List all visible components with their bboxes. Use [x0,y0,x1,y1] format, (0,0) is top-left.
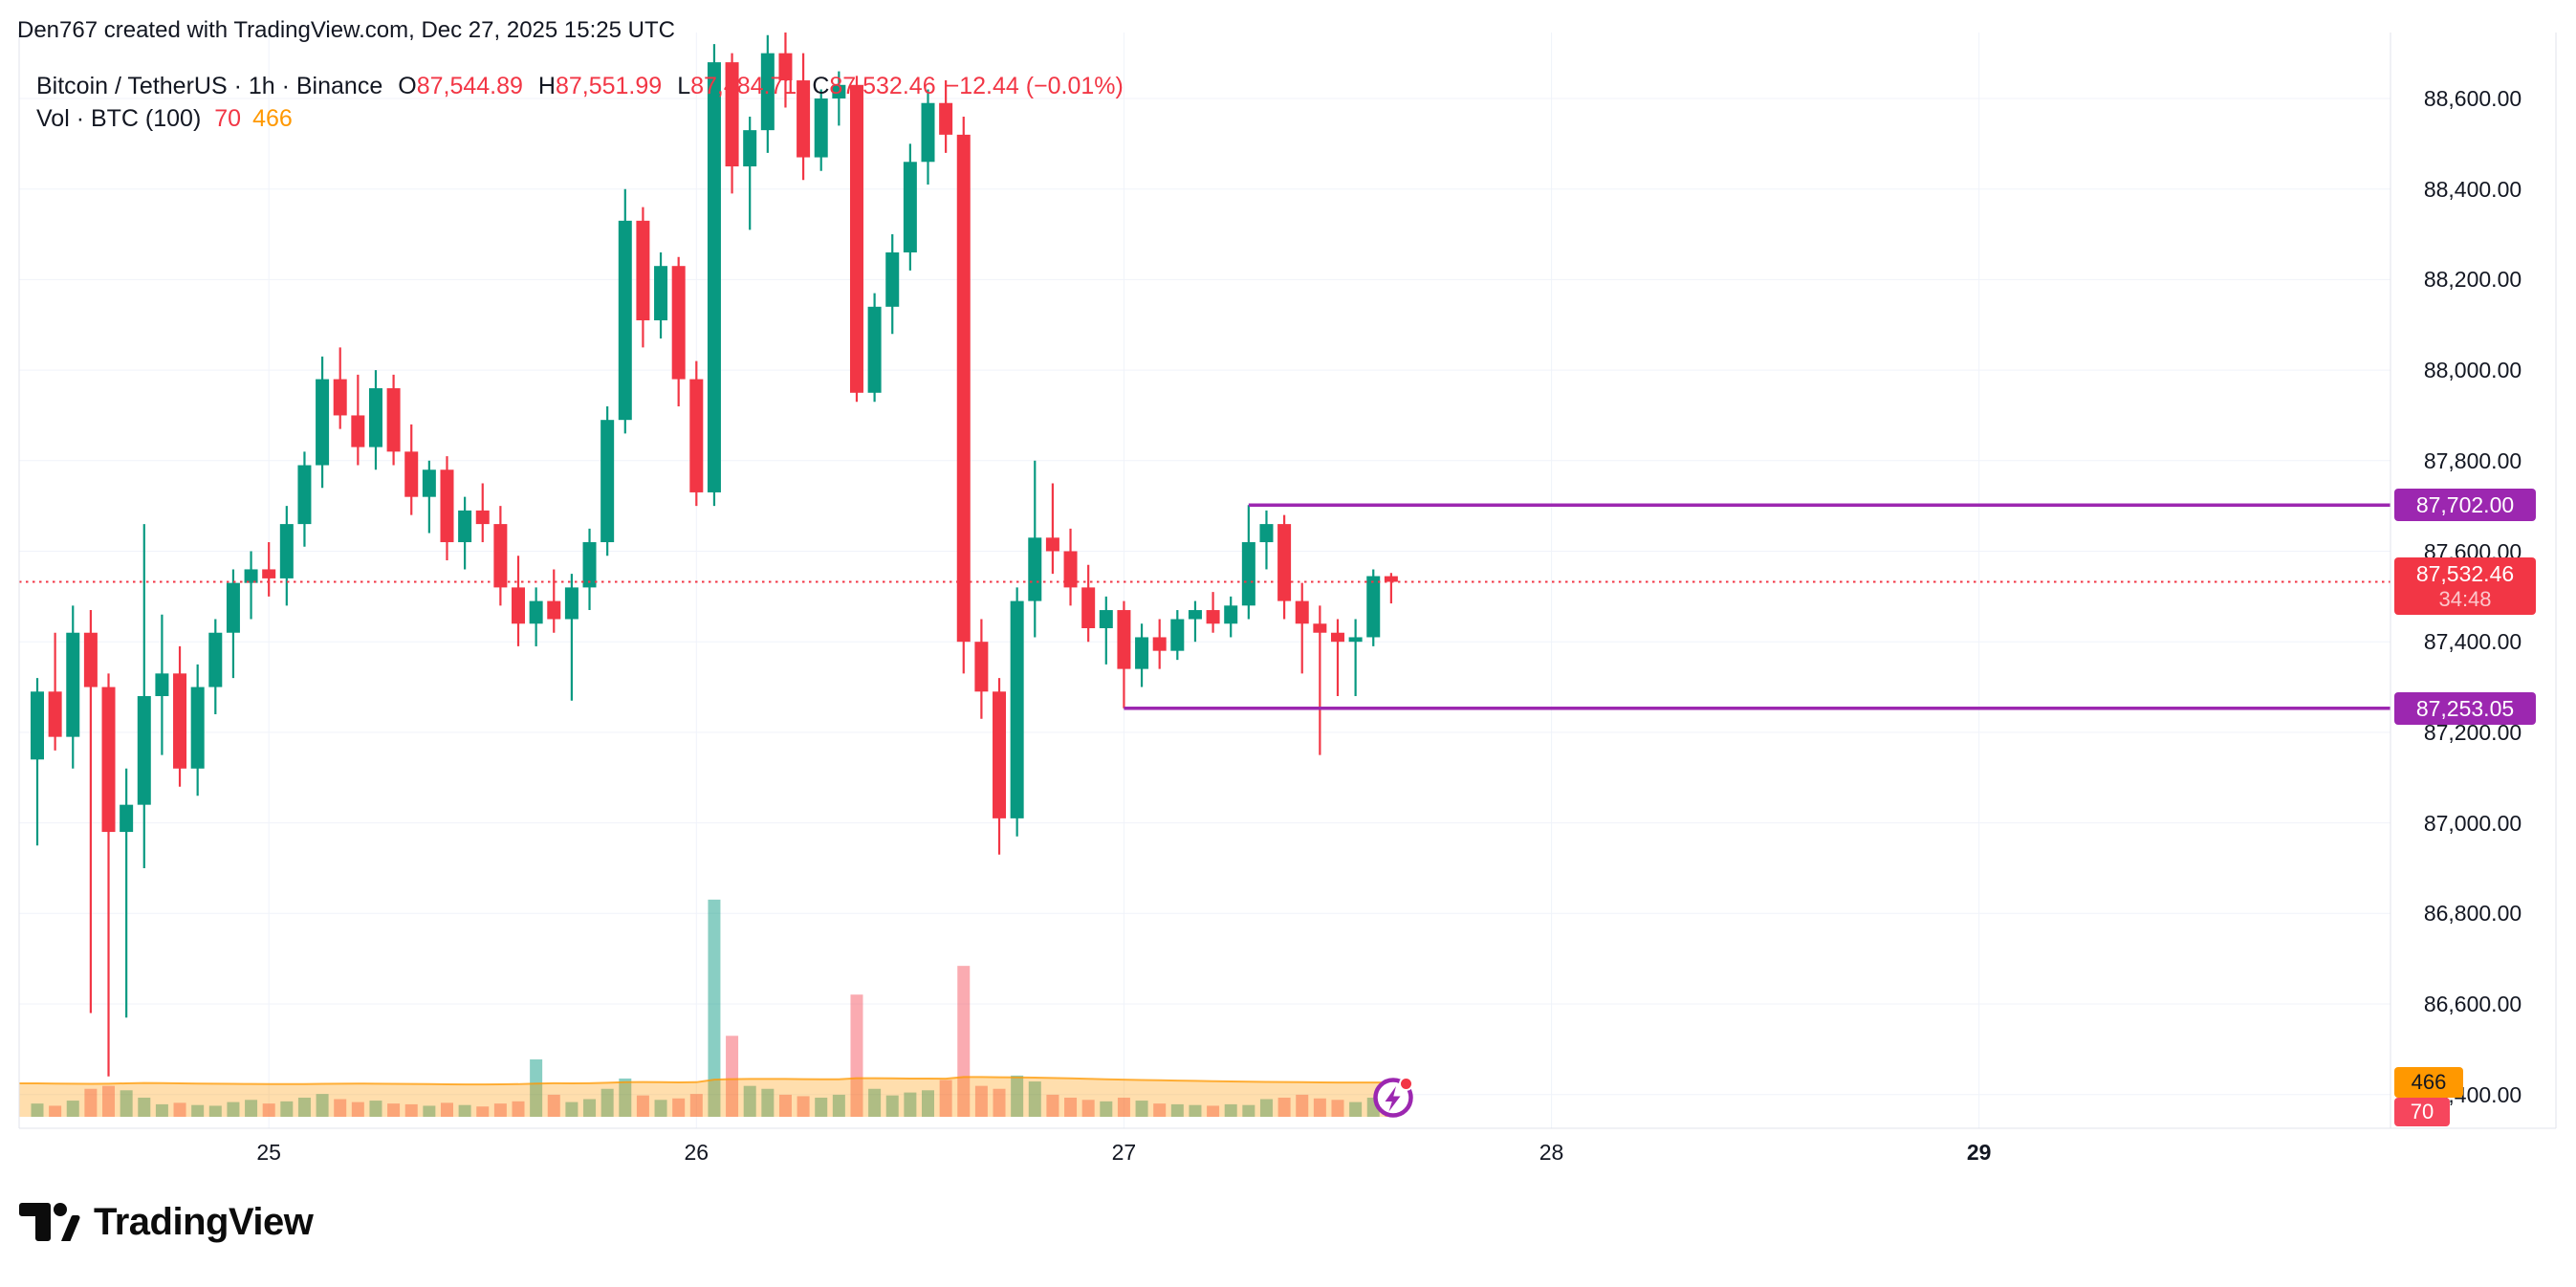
volume-indicator-title: Vol · BTC (100) [36,105,202,132]
price-axis-label: 87,400.00 [2423,629,2522,655]
time-axis-label: 25 [256,1140,281,1165]
time-axis[interactable] [19,1129,2557,1185]
support-price-badge: 87,253.05 [2394,692,2536,725]
tradingview-logo-icon [19,1202,80,1241]
symbol-legend[interactable]: Bitcoin / TetherUS · 1h · Binance O87,54… [36,73,1124,100]
volume-current-badge: 70 [2394,1098,2450,1126]
tradingview-logo-text: TradingView [94,1201,314,1243]
volume-legend[interactable]: Vol · BTC (100) 70 466 [36,105,293,133]
ohlc-open: O87,544.89 [398,73,523,99]
boost-button[interactable] [1370,1074,1416,1120]
time-axis-label: 28 [1539,1140,1564,1165]
ohlc-high: H87,551.99 [537,73,663,99]
last-price-value: 87,532.46 [2415,561,2515,586]
resistance-price-badge: 87,702.00 [2394,489,2536,521]
volume-ma-value: 466 [252,105,293,132]
symbol-title: Bitcoin / TetherUS · 1h · Binance [36,73,383,99]
time-axis-label: 26 [684,1140,709,1165]
price-axis-label: 88,400.00 [2423,176,2522,202]
price-axis-label: 88,200.00 [2423,267,2522,293]
price-axis-label: 86,800.00 [2423,901,2522,927]
chart-attribution-title: Den767 created with TradingView.com, Dec… [17,17,675,43]
price-axis-label: 87,800.00 [2423,447,2522,473]
last-price-badge: 87,532.46 34:48 [2394,557,2536,615]
price-axis-label: 87,000.00 [2423,810,2522,836]
lightning-boost-icon [1373,1077,1413,1118]
ohlc-low: L87,484.71 [677,73,797,99]
price-axis-label: 88,000.00 [2423,358,2522,383]
price-axis-label: 88,600.00 [2423,86,2522,111]
time-axis-label: 29 [1966,1140,1992,1165]
tradingview-logo[interactable]: TradingView [19,1201,314,1244]
volume-current-value: 70 [214,105,242,132]
price-axis-label: 86,600.00 [2423,992,2522,1016]
volume-ma-badge: 466 [2394,1067,2463,1098]
ohlc-close: C87,532.46 [812,73,936,99]
price-change: −12.44 (−0.01%) [945,73,1124,99]
time-axis-label: 27 [1111,1140,1137,1165]
bar-countdown: 34:48 [2438,587,2492,611]
